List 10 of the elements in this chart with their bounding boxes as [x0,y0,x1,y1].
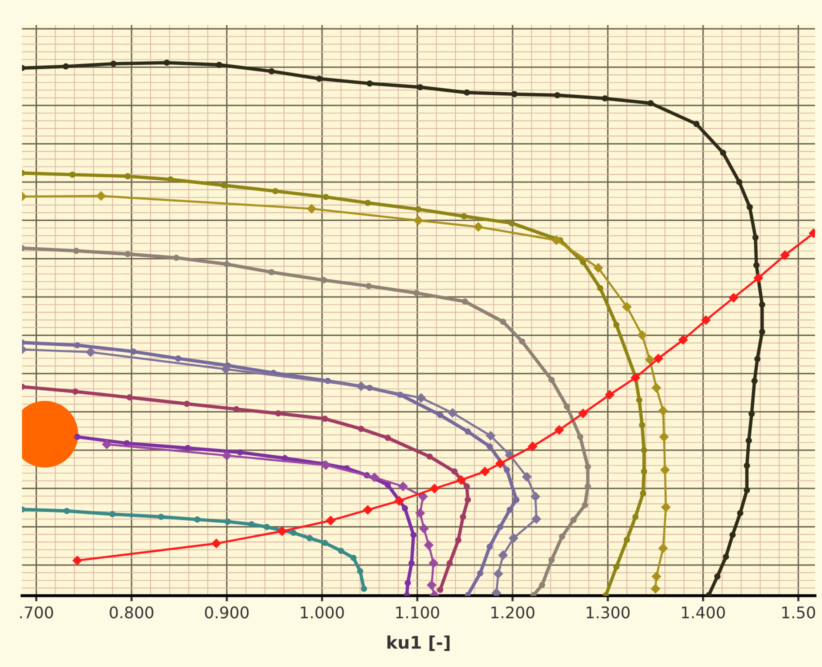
x-tick-label: .700 [20,606,54,618]
x-tick-label: 1.300 [586,606,630,618]
x-tick-label: 1.400 [682,606,725,618]
x-tick-label: 1.200 [491,606,534,618]
x-tick-label: 0.900 [204,606,249,618]
x-tick-label: 1.50 [782,606,816,618]
x-axis-title: ku1 [-] [387,635,450,651]
x-tick-label: 1.000 [300,606,344,618]
x-tick-label: 0.800 [110,606,154,618]
x-tick-label: 1.100 [396,606,440,618]
